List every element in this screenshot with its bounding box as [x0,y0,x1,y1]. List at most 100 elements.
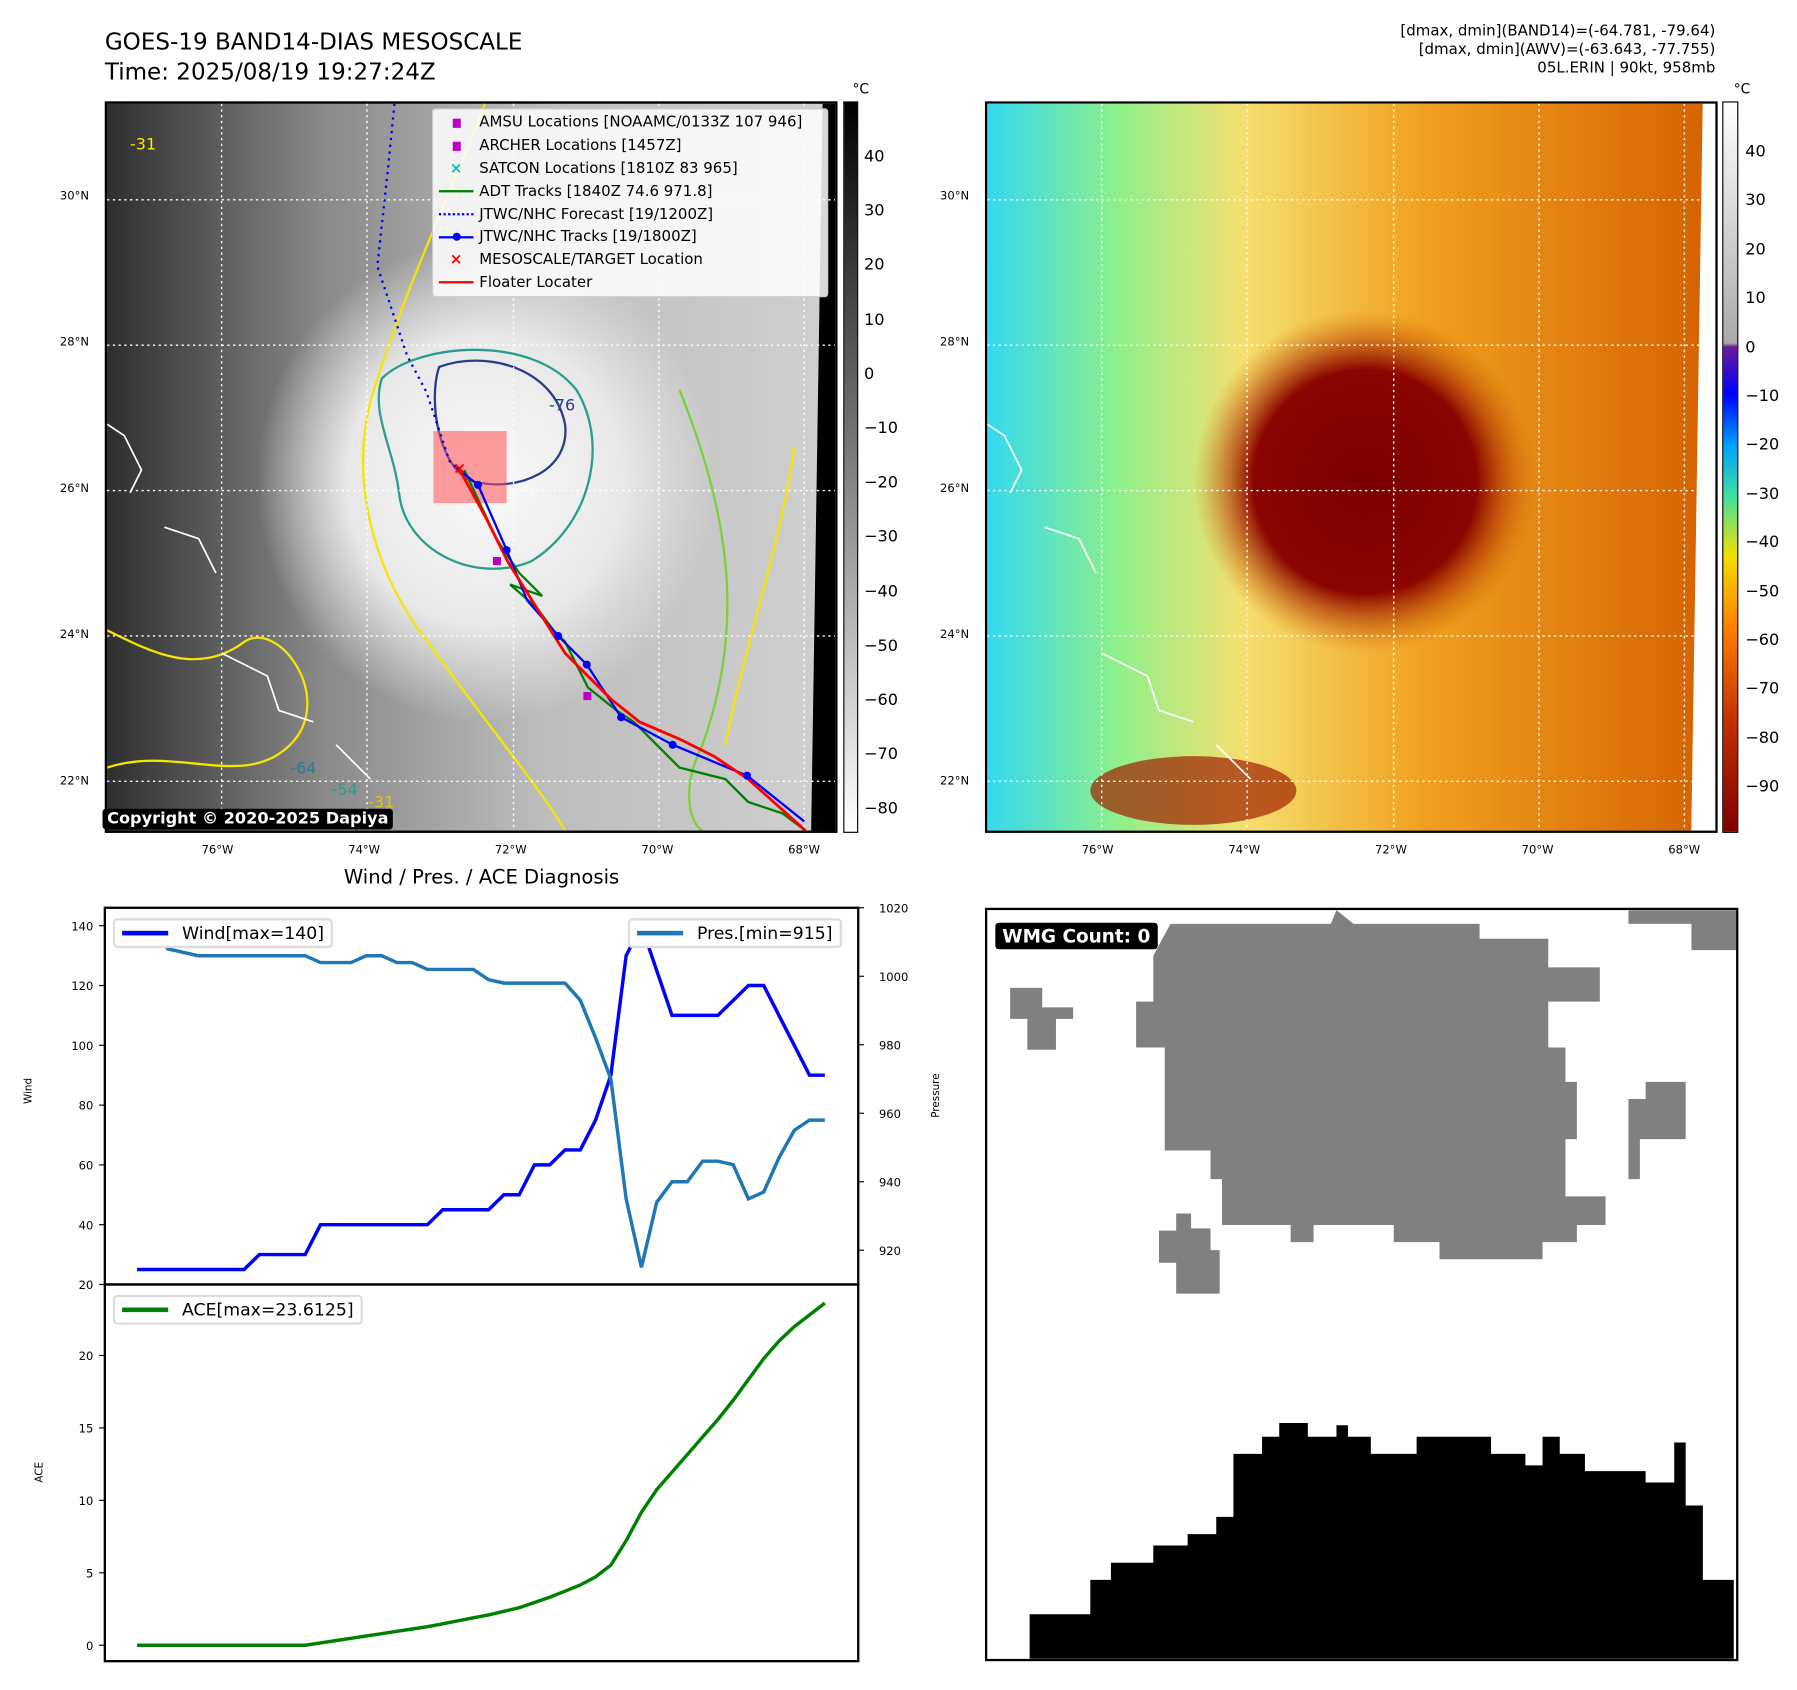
y-tick-label: 20 [79,1349,94,1363]
legend-label: MESOSCALE/TARGET Location [479,251,703,269]
pressure-legend: Pres.[min=915] [627,918,842,949]
ace-axes-frame [103,1283,860,1663]
jtwc-track-points [474,480,752,780]
colorbar-tick: −20 [863,473,899,493]
colorbar-tick: −60 [1745,631,1780,650]
colorbar-tick: −10 [1745,387,1780,406]
colorbar-tick: 40 [1745,142,1766,162]
ace-line [137,1301,826,1647]
contour-line [377,348,594,570]
wmg-gray-region [1159,1213,1220,1294]
wmg-black-region [1029,1423,1734,1659]
legend-x-icon: × [449,251,463,269]
pressure-line [137,923,825,1268]
colorbar-tick: −60 [863,691,899,710]
y-tick-label: 140 [71,919,93,933]
lat-label: 26°N [940,482,970,496]
colorbar-tick: 30 [863,201,885,221]
wind-pressure-axes-frame [103,906,860,1286]
colorbar-tick: −10 [863,419,899,438]
wmg-mask [1010,910,1737,1659]
wmg-gray-region [1136,910,1606,1260]
awv-color-map[interactable] [984,101,1718,833]
jtwc-track [455,466,806,823]
lat-label: 22°N [940,775,970,788]
colorbar-tick: −80 [863,799,899,819]
contour-label: -76 [549,395,575,414]
colorbar-tick: −30 [1745,484,1780,504]
contour-line [362,103,567,831]
contour-label: -64 [290,758,316,777]
y2-tick-label: 1000 [879,970,908,984]
y2-tick-label: 920 [879,1244,901,1258]
band14-range: [dmax, dmin](BAND14)=(-64.781, -79.64) [1400,23,1716,41]
colorbar-tick: 20 [1745,240,1766,259]
lon-label: 74°W [1228,844,1261,858]
archer-location [492,556,501,566]
wind-line [137,921,825,1272]
wmg-gray-region [1628,910,1737,951]
y-tick-label: 15 [79,1422,94,1436]
y-tick-label: 80 [79,1099,94,1113]
y-tick-label: 100 [71,1039,93,1053]
y-tick-label: 0 [86,1639,93,1653]
colorbar-tick: −30 [863,528,899,547]
colorbar-tick: 20 [863,256,885,275]
grayscale-colorbar [843,101,859,833]
colorbar-unit: °C [852,80,870,97]
figure-title: GOES-19 BAND14-DIAS MESOSCALE [104,27,523,56]
diagnosis-chart: 2040608010012014092094096098010001020051… [71,901,908,1663]
lat-label: 28°N [59,336,89,350]
legend-x-icon: × [449,160,463,178]
colorbar-tick: 30 [1745,191,1766,211]
coastline [107,423,372,780]
legend-square-icon [433,118,479,128]
ace-legend-swatch [122,1307,169,1313]
wind-legend-label: Wind[max=140] [182,922,325,944]
colorbar-tick: −70 [1745,680,1780,699]
awv-range: [dmax, dmin](AWV)=(-63.643, -77.755) [1418,41,1716,59]
legend-label: ADT Tracks [1840Z 74.6 971.8] [479,182,713,201]
pressure-axis-label: Pressure [931,1073,943,1118]
y-tick-label: 5 [86,1566,93,1580]
lon-label: 74°W [348,844,381,858]
legend-line-dot-icon [433,232,479,241]
storm-info: 05L.ERIN | 90kt, 958mb [1537,59,1716,78]
y2-tick-label: 960 [879,1107,901,1121]
amsu-location [583,692,592,701]
mesoscale-target-marker: × [453,458,466,477]
adt-track [463,469,807,831]
lat-label: 22°N [59,775,89,788]
lon-label: 68°W [788,844,821,858]
colorbar-tick: 0 [863,364,875,384]
colorbar-tick: −40 [863,582,899,601]
lon-label: 72°W [494,844,527,858]
y-tick-label: 60 [79,1158,94,1172]
colorbar-tick: 0 [1745,338,1756,357]
legend-item: ADT Tracks [1840Z 74.6 971.8] [433,180,827,203]
ace-axis-label: ACE [34,1461,47,1483]
lat-label: 30°N [940,190,970,203]
wmg-panel [984,907,1739,1662]
colorbar-unit: °C [1733,80,1751,97]
pressure-legend-swatch [637,930,684,936]
colorbar-tick: −70 [863,745,899,764]
legend-label: JTWC/NHC Forecast [19/1200Z] [479,205,714,224]
y2-tick-label: 1020 [879,901,908,915]
colorbar-tick: −90 [1745,777,1780,797]
coastline [987,423,1252,780]
contour-label: -31 [368,793,394,812]
awv-map-canvas [987,103,1716,831]
legend-square-icon [433,141,479,151]
legend-item: AMSU Locations [NOAAMC/0133Z 107 946] [433,112,827,135]
legend-item: × MESOSCALE/TARGET Location [433,249,827,272]
wmg-gray-region [1628,1081,1686,1180]
legend-dotted-icon [433,213,479,216]
copyright-badge: Copyright © 2020-2025 Dapiya [102,808,394,830]
legend-label: AMSU Locations [NOAAMC/0133Z 107 946] [479,114,803,132]
legend-label: Floater Locater [479,274,593,292]
lon-label: 70°W [641,844,674,858]
legend-label: JTWC/NHC Tracks [19/1800Z] [479,228,697,246]
map-legend: AMSU Locations [NOAAMC/0133Z 107 946] ARC… [431,108,829,298]
y-tick-label: 120 [71,979,93,993]
